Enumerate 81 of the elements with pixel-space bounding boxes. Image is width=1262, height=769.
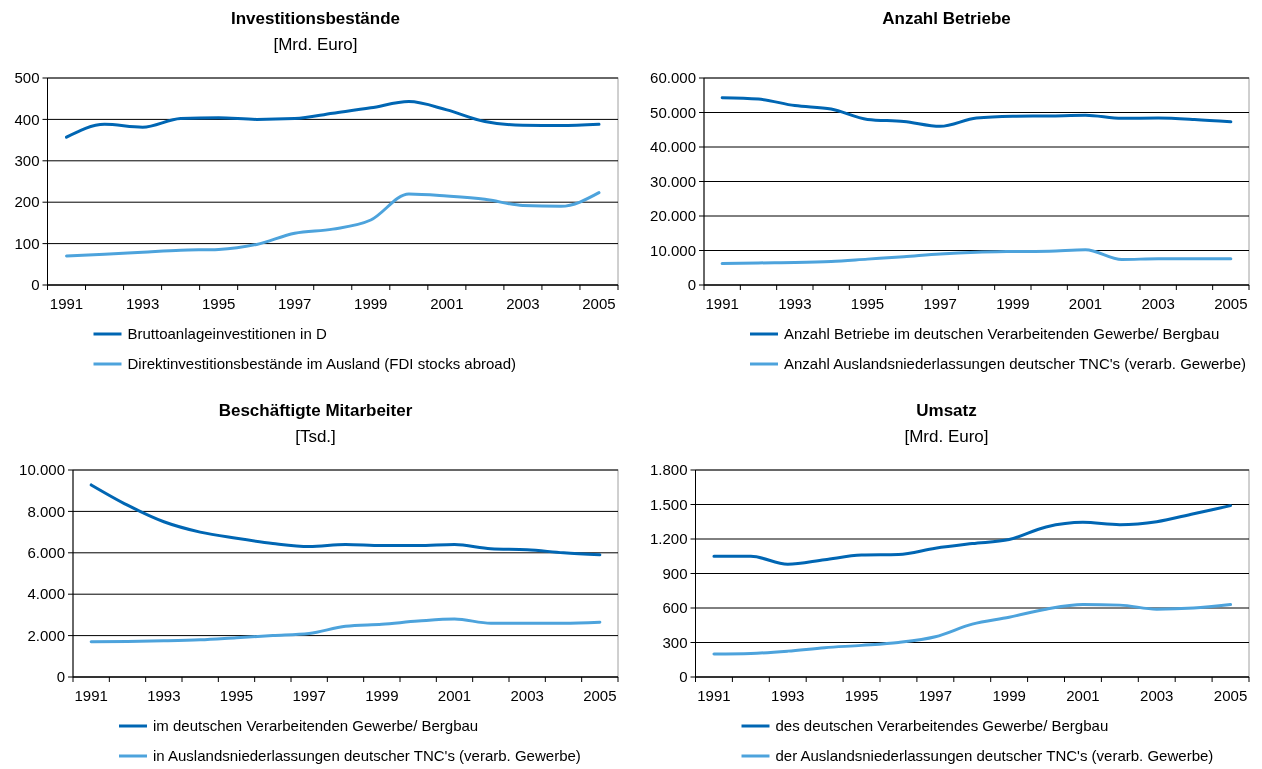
y-tick-label: 400: [14, 110, 40, 128]
y-tick-label: 20.000: [650, 207, 696, 225]
y-tick-label: 0: [56, 668, 65, 686]
x-tick-label: 1991: [49, 295, 84, 312]
y-tick-label: 200: [14, 193, 40, 211]
chart-subtitle: [Mrd. Euro]: [904, 427, 989, 446]
legend-label: in Auslandsniederlassungen deutscher TNC's (verarb. Gewerbe): [153, 747, 581, 765]
x-tick-label: 1993: [147, 687, 181, 704]
x-tick-label: 1997: [292, 687, 326, 704]
x-tick-label: 1993: [771, 687, 805, 704]
legend-label: Anzahl Betriebe im deutschen Verarbeitenden Gewerbe/ Bergbau: [784, 325, 1220, 343]
x-tick-label: 1991: [697, 687, 731, 704]
y-tick-label: 0: [687, 276, 696, 294]
legend-label: der Auslandsniederlassungen deutscher TNC's (verarb. Gewerbe): [775, 747, 1214, 765]
x-tick-label: 1991: [74, 687, 108, 704]
y-tick-label: 6.000: [27, 544, 65, 562]
x-tick-label: 1997: [923, 295, 957, 312]
x-tick-label: 2001: [437, 687, 472, 704]
line-series: [65, 100, 601, 139]
line-series: [712, 603, 1233, 656]
y-tick-label: 10.000: [19, 461, 65, 479]
x-tick-label: 1993: [125, 295, 160, 312]
y-tick-label: 300: [14, 152, 40, 170]
y-tick-label: 30.000: [650, 172, 696, 190]
y-tick-label: 1.800: [649, 461, 688, 479]
chart-title: Umsatz: [916, 401, 977, 420]
y-tick-label: 100: [14, 234, 40, 252]
x-tick-label: 2001: [1068, 295, 1103, 312]
x-tick-label: 2005: [1213, 687, 1248, 704]
y-tick-label: 40.000: [650, 138, 696, 156]
x-tick-label: 1995: [201, 295, 236, 312]
x-tick-label: 1995: [850, 295, 885, 312]
y-tick-label: 300: [662, 633, 688, 651]
x-tick-label: 2003: [1141, 295, 1175, 312]
y-tick-label: 0: [31, 276, 40, 294]
legend-label: Direktinvestitionsbestände im Ausland (FDI stocks abroad): [127, 355, 517, 373]
y-tick-label: 10.000: [650, 241, 696, 259]
x-tick-label: 2001: [1066, 687, 1100, 704]
x-tick-label: 1997: [918, 687, 953, 704]
x-tick-label: 1995: [219, 687, 254, 704]
line-series: [65, 191, 601, 258]
y-tick-label: 8.000: [27, 502, 65, 520]
x-tick-label: 1997: [278, 295, 312, 312]
x-tick-label: 2005: [583, 687, 617, 704]
y-tick-label: 60.000: [650, 69, 696, 87]
y-tick-label: 1.200: [649, 530, 688, 548]
chart-subtitle: [Tsd.]: [295, 427, 336, 446]
chart-title: Anzahl Betriebe: [882, 9, 1011, 28]
x-tick-label: 1999: [996, 295, 1030, 312]
x-tick-label: 2003: [1140, 687, 1174, 704]
x-tick-label: 1999: [365, 687, 399, 704]
chart-subtitle: [Mrd. Euro]: [273, 35, 358, 54]
x-tick-label: 2005: [1214, 295, 1248, 312]
y-tick-label: 500: [14, 69, 40, 87]
x-tick-label: 2003: [506, 295, 540, 312]
x-tick-label: 1991: [705, 295, 739, 312]
line-series: [712, 504, 1233, 566]
x-tick-label: 2001: [430, 295, 464, 312]
chart-title: Investitionsbestände: [230, 9, 401, 28]
line-series: [89, 617, 602, 644]
line-series: [720, 96, 1233, 128]
legend-label: Anzahl Auslandsniederlassungen deutscher TNC's (verarb. Gewerbe): [784, 355, 1246, 373]
legend-label: des deutschen Verarbeitendes Gewerbe/ Bergbau: [775, 717, 1109, 735]
x-tick-label: 2005: [582, 295, 616, 312]
line-series: [720, 248, 1233, 266]
x-tick-label: 1995: [844, 687, 879, 704]
y-tick-label: 4.000: [27, 585, 65, 603]
x-tick-label: 2003: [510, 687, 544, 704]
chart-title: Beschäftigte Mitarbeiter: [218, 401, 413, 420]
legend-label: Bruttoanlageinvestitionen in D: [127, 325, 327, 343]
y-tick-label: 600: [662, 599, 688, 617]
legend-label: im deutschen Verarbeitenden Gewerbe/ Bergbau: [153, 717, 479, 735]
x-tick-label: 1993: [778, 295, 812, 312]
y-tick-label: 2.000: [27, 626, 65, 644]
x-tick-label: 1999: [992, 687, 1026, 704]
line-series: [89, 483, 602, 557]
y-tick-label: 0: [679, 668, 688, 686]
y-tick-label: 900: [662, 564, 688, 582]
y-tick-label: 50.000: [650, 103, 696, 121]
y-tick-label: 1.500: [649, 495, 688, 513]
x-tick-label: 1999: [354, 295, 388, 312]
